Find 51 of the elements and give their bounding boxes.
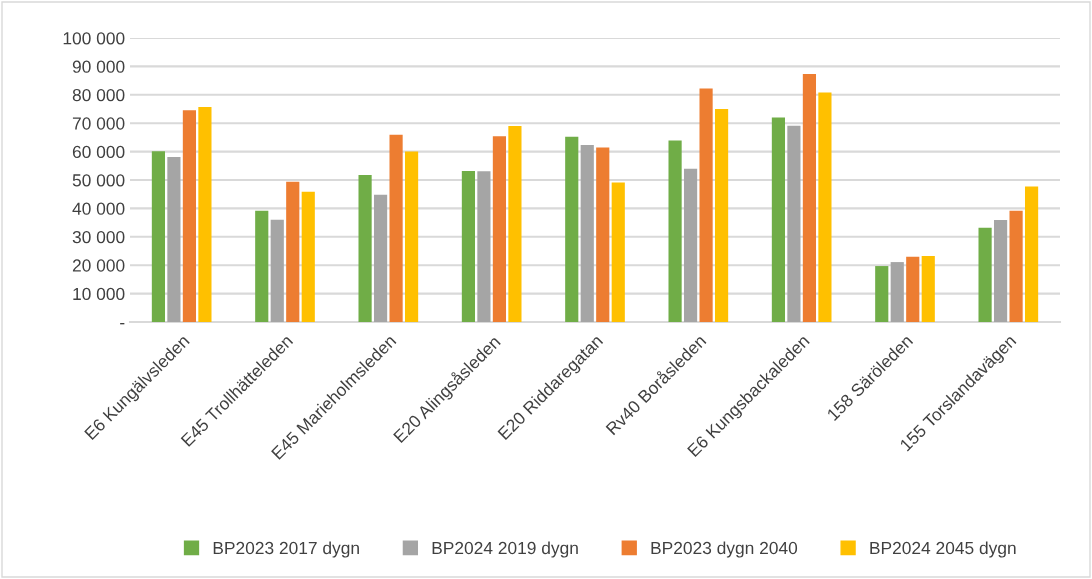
bar (715, 109, 729, 322)
bar (405, 151, 419, 322)
y-tick-label: 70 000 (72, 117, 125, 130)
bar (921, 256, 935, 322)
bar (875, 266, 889, 322)
bar (906, 256, 920, 322)
legend-label: BP2024 2045 dygn (870, 541, 1016, 558)
y-tick-label: 40 000 (72, 202, 125, 215)
bar (301, 191, 315, 322)
y-tick-label: 10 000 (73, 287, 125, 301)
bar (270, 219, 284, 322)
bar (818, 92, 832, 322)
y-tick-label: - (120, 323, 125, 325)
y-tick-label: 20 000 (72, 259, 125, 272)
bar (890, 262, 904, 322)
legend-label: BP2024 2019 dygn (432, 541, 578, 558)
bar (151, 151, 165, 322)
y-tick-label: 30 000 (72, 230, 125, 244)
bar (596, 147, 610, 322)
bar (492, 136, 506, 322)
bar (358, 174, 372, 322)
bar (978, 227, 992, 322)
y-tick-label: 80 000 (72, 88, 125, 102)
bar (167, 157, 181, 322)
bar (580, 145, 594, 322)
y-tick-label: 90 000 (72, 60, 125, 73)
bar (286, 181, 300, 322)
bar (1025, 186, 1039, 322)
bar (198, 107, 212, 322)
bar (255, 210, 269, 322)
bar (389, 134, 403, 322)
y-tick-label: 50 000 (72, 174, 125, 187)
bar (771, 117, 785, 322)
bar (508, 126, 522, 322)
bar (684, 168, 698, 322)
y-tick-label: 60 000 (72, 145, 125, 159)
bar (1009, 210, 1023, 322)
bar (461, 170, 475, 322)
bar (565, 136, 579, 322)
bar (477, 171, 491, 322)
bar (611, 182, 625, 322)
bar (787, 125, 801, 322)
bar (374, 194, 388, 322)
bar (699, 88, 713, 322)
bar (994, 220, 1008, 322)
y-tick-label: 100 000 (63, 32, 125, 45)
legend-label: BP2023 2017 dygn (213, 541, 359, 558)
legend-label: BP2023 dygn 2040 (651, 541, 798, 558)
bar (802, 74, 816, 322)
bar (668, 140, 682, 322)
bar (182, 110, 196, 322)
